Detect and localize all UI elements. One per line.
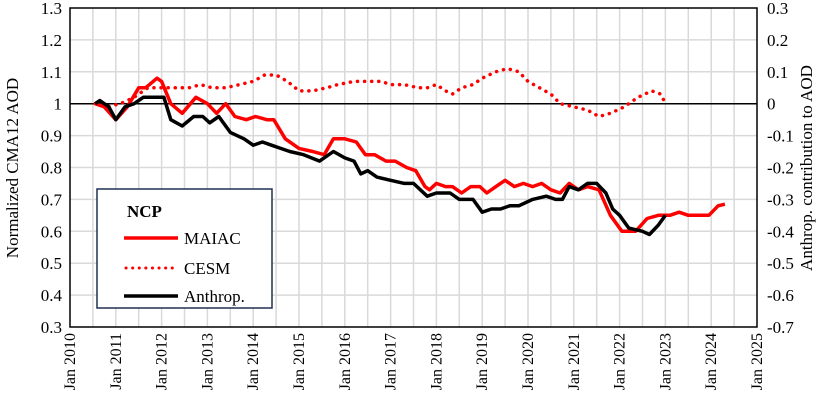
x-tick-label: Jan 2020 — [520, 333, 537, 390]
y-tick-label: 0.4 — [41, 286, 63, 305]
y-tick-label: 1.1 — [41, 63, 62, 82]
x-tick-label: Jan 2014 — [245, 333, 262, 390]
plot-frame — [69, 7, 758, 328]
x-tick-label: Jan 2016 — [337, 333, 354, 390]
x-tick-label: Jan 2019 — [474, 333, 491, 390]
y2-tick-label: -0.6 — [767, 286, 794, 305]
y-tick-label: 0.9 — [41, 127, 62, 146]
y2-tick-label: -0.5 — [767, 254, 794, 273]
x-tick-label: Jan 2017 — [383, 333, 400, 390]
x-tick-label: Jan 2010 — [62, 333, 79, 390]
legend-label-maiac: MAIAC — [184, 229, 241, 248]
y2-tick-label: -0.2 — [767, 159, 794, 178]
y-axis-title: Normalized CMA12 AOD — [3, 78, 22, 258]
x-tick-label: Jan 2021 — [566, 333, 583, 390]
x-tick-label: Jan 2025 — [749, 333, 766, 390]
gridlines — [70, 8, 757, 327]
y2-tick-label: 0 — [767, 95, 776, 114]
legend-box — [96, 188, 273, 309]
series-line-anthrop — [94, 95, 667, 237]
x-tick-label: Jan 2013 — [199, 333, 216, 390]
x-tick-label: Jan 2023 — [657, 333, 674, 390]
y2-axis-title: Anthrop. contribution to AOD — [797, 65, 816, 271]
x-tick-label: Jan 2015 — [291, 333, 308, 390]
y-axis-right: -0.7 -0.6 -0.5 -0.4 -0.3 -0.2 -0.1 0 0.1 0.2 0.3 — [767, 0, 794, 337]
series-lines — [93, 66, 726, 237]
x-tick-label: Jan 2024 — [703, 333, 720, 390]
x-tick-label: Jan 2022 — [612, 333, 629, 390]
y-tick-label: 0.5 — [41, 254, 62, 273]
y-tick-label: 1.3 — [41, 0, 62, 18]
y-tick-label: 0.7 — [41, 190, 63, 209]
y-tick-label: 0.3 — [41, 318, 62, 337]
y2-tick-label: 0.1 — [767, 63, 788, 82]
x-tick-label: Jan 2011 — [108, 333, 125, 390]
x-tick-label: Jan 2018 — [428, 333, 445, 390]
y2-tick-label: -0.3 — [767, 190, 794, 209]
y-axis-left: 0.3 0.4 0.5 0.6 0.7 0.8 0.9 1 1.1 1.2 1.3 — [41, 0, 63, 337]
series-line-maiac — [94, 76, 726, 234]
legend: NCP MAIAC CESM Anthrop. — [96, 188, 273, 309]
y-tick-label: 1.2 — [41, 31, 62, 50]
y2-tick-label: -0.4 — [767, 222, 794, 241]
legend-title: NCP — [127, 202, 162, 221]
y-tick-label: 0.6 — [41, 222, 62, 241]
y2-tick-label: -0.7 — [767, 318, 794, 337]
x-axis: Jan 2010 Jan 2011 Jan 2012 Jan 2013 Jan 2014… — [62, 333, 766, 390]
y2-tick-label: 0.3 — [767, 0, 788, 18]
series-line-cesm — [93, 66, 668, 119]
x-tick-label: Jan 2012 — [154, 333, 171, 390]
y2-tick-label: 0.2 — [767, 31, 788, 50]
legend-label-anthrop: Anthrop. — [184, 287, 245, 306]
legend-label-cesm: CESM — [184, 259, 230, 278]
y-tick-label: 0.8 — [41, 159, 62, 178]
y-tick-label: 1 — [54, 95, 63, 114]
y2-tick-label: -0.1 — [767, 127, 794, 146]
